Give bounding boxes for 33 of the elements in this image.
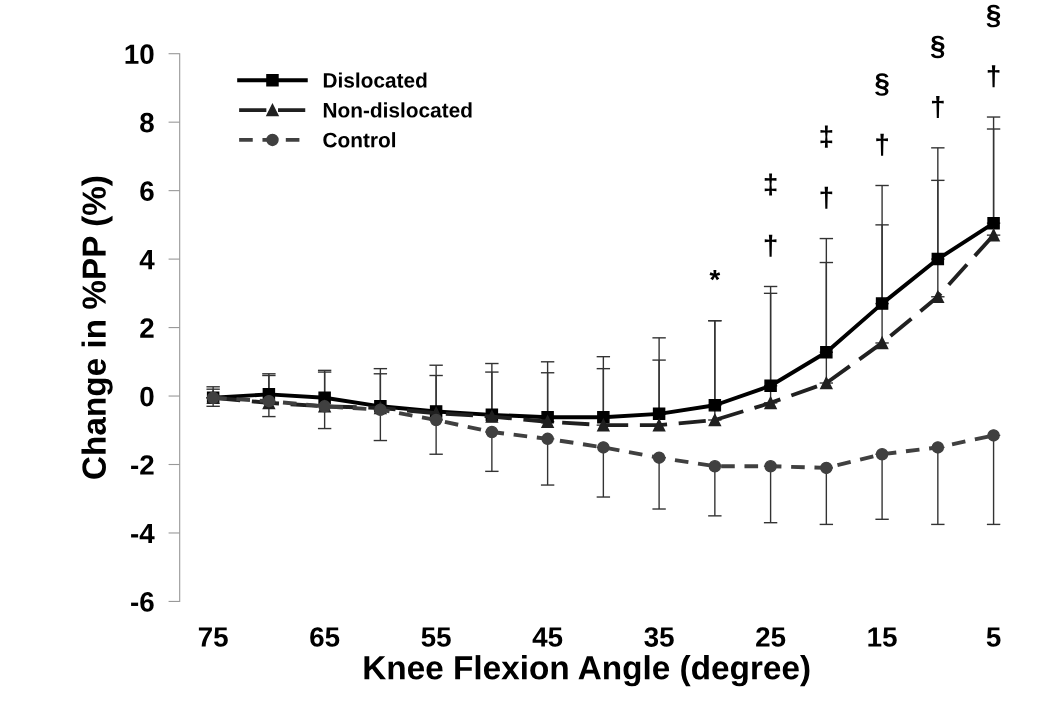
x-tick-label: 5 — [986, 627, 1001, 647]
x-axis-title: Knee Flexion Angle (degree) — [364, 655, 810, 687]
annotation: * — [709, 269, 721, 281]
legend-label: Control — [323, 132, 396, 148]
y-tick-label: -2 — [131, 455, 154, 475]
annotation: ‡ — [820, 125, 833, 148]
x-tick-label: 75 — [198, 627, 228, 647]
y-tick-label: 4 — [139, 250, 155, 270]
y-tick-label: 2 — [140, 318, 154, 338]
x-tick-label: 55 — [421, 627, 451, 647]
legend-label: Non-dislocated — [323, 102, 472, 118]
x-tick-label: 25 — [756, 627, 786, 647]
annotation: § — [875, 73, 889, 96]
y-tick-label: 6 — [140, 181, 154, 201]
annotation: § — [930, 35, 945, 59]
annotation: ‡ — [764, 173, 777, 196]
x-tick-label: 45 — [532, 627, 563, 647]
y-tick-label: -6 — [131, 592, 154, 612]
text: § — [986, 4, 1001, 28]
legend-label: Dislocated — [323, 72, 427, 88]
y-tick-label: 10 — [125, 44, 154, 65]
y-tick-label: -4 — [131, 523, 155, 544]
annotation: † — [820, 186, 833, 209]
y-tick-label: 8 — [140, 112, 154, 133]
annotation: † — [987, 65, 1000, 88]
annotation: † — [764, 234, 777, 257]
y-tick-label: 0 — [140, 386, 154, 407]
x-tick-label: 35 — [644, 627, 674, 647]
annotation: † — [931, 96, 944, 119]
y-axis-title: Change in %PP (%) — [81, 176, 113, 479]
annotation: † — [876, 133, 888, 156]
x-tick-label: 65 — [310, 627, 340, 647]
x-tick-label: 15 — [868, 627, 897, 647]
